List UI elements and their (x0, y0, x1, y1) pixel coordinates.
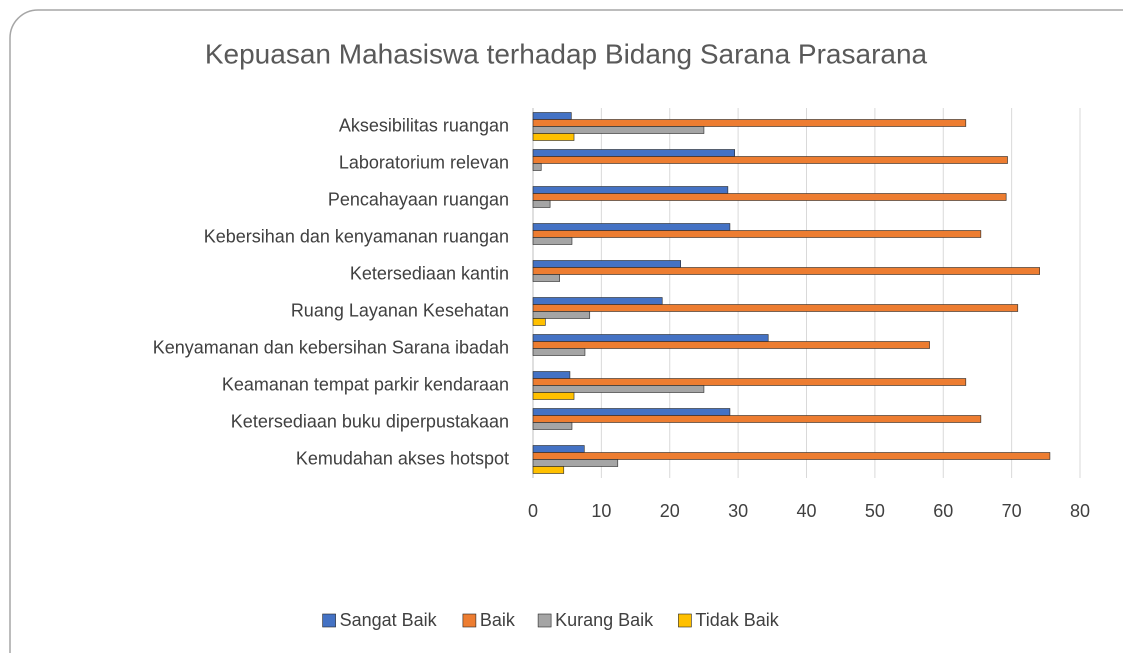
bar (532, 112, 572, 120)
y-tick-label: Aksesibilitas ruangan (339, 115, 509, 135)
bar (532, 452, 1051, 460)
bar (532, 193, 1007, 201)
bar (532, 156, 1008, 164)
bar (532, 126, 705, 134)
bar (532, 466, 565, 474)
bar (532, 422, 573, 430)
bar (532, 200, 551, 208)
bar (532, 459, 619, 467)
bar (532, 385, 705, 393)
y-tick-label: Ruang Layanan Kesehatan (291, 300, 509, 320)
bar (532, 149, 736, 157)
bar (532, 415, 982, 423)
bar (532, 237, 573, 245)
x-tick-label: 40 (796, 501, 816, 521)
bar (532, 260, 681, 268)
bar (532, 163, 542, 171)
y-tick-label: Laboratorium relevan (339, 152, 509, 172)
bar (532, 119, 967, 127)
legend-swatch (678, 613, 692, 628)
x-tick-label: 0 (528, 501, 538, 521)
x-tick-label: 60 (933, 501, 953, 521)
bar (532, 223, 731, 231)
legend-label: Tidak Baik (695, 610, 779, 630)
bar (532, 274, 560, 282)
bar (532, 230, 982, 238)
bar (532, 371, 571, 379)
bar (532, 133, 575, 141)
legend-label: Sangat Baik (340, 610, 438, 630)
x-tick-label: 10 (591, 501, 611, 521)
bar (532, 341, 930, 349)
x-tick-label: 80 (1070, 501, 1090, 521)
bar (532, 392, 575, 400)
y-tick-label: Kemudahan akses hotspot (296, 448, 509, 468)
bar (532, 378, 967, 386)
bar (532, 408, 731, 416)
bar (532, 304, 1019, 312)
y-tick-label: Kenyamanan dan kebersihan Sarana ibadah (153, 337, 509, 357)
x-tick-label: 70 (1002, 501, 1022, 521)
chart-border (9, 9, 1123, 658)
bar (532, 186, 729, 194)
x-tick-label: 20 (660, 501, 680, 521)
y-tick-label: Kebersihan dan kenyamanan ruangan (204, 226, 509, 246)
legend-label: Kurang Baik (555, 610, 654, 630)
x-tick-label: 30 (728, 501, 748, 521)
bar (532, 267, 1040, 275)
bar (532, 318, 546, 326)
legend-swatch (462, 613, 477, 628)
legend-swatch (537, 613, 552, 628)
bar (532, 348, 586, 356)
bar (532, 334, 769, 342)
y-tick-label: Keamanan tempat parkir kendaraan (222, 374, 509, 394)
legend-label: Baik (480, 610, 516, 630)
y-tick-label: Ketersediaan kantin (350, 263, 509, 283)
chart-title: Kepuasan Mahasiswa terhadap Bidang Saran… (205, 38, 928, 69)
y-tick-label: Ketersediaan buku diperpustakaan (231, 411, 509, 431)
y-tick-label: Pencahayaan ruangan (328, 189, 509, 209)
bar (532, 297, 663, 305)
legend-swatch (322, 613, 336, 628)
bar (532, 445, 585, 453)
bar (532, 311, 591, 319)
x-tick-label: 50 (865, 501, 885, 521)
